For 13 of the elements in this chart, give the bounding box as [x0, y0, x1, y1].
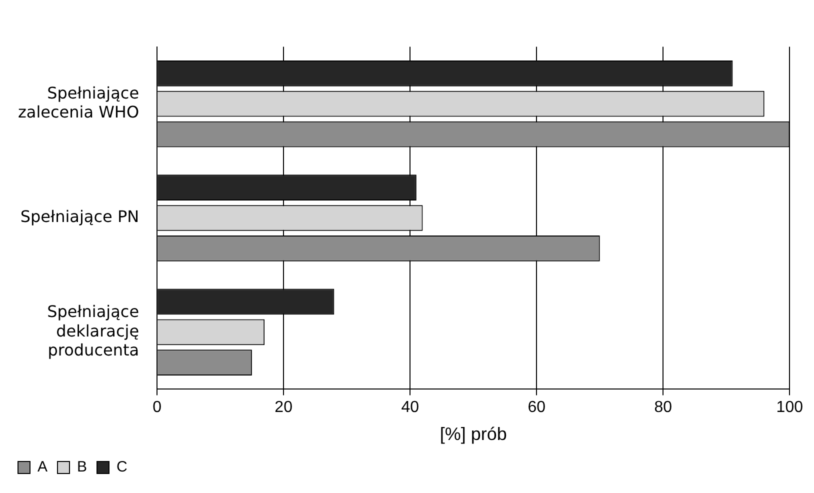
legend-label: B — [77, 458, 88, 476]
y-tick-label: Spełniające deklarację producenta — [47, 302, 140, 360]
x-tick-label: 40 — [401, 399, 420, 416]
x-tick-label: 0 — [152, 399, 162, 416]
legend-label: C — [116, 458, 128, 476]
y-tick-label: Spełniające PN — [20, 207, 140, 226]
x-tick-label: 100 — [776, 399, 804, 416]
x-tick-label: 80 — [654, 399, 672, 416]
x-axis-title: [%] prób — [440, 424, 507, 444]
y-tick-label: Spełniające zalecenia WHO — [18, 83, 140, 122]
legend-label: A — [38, 458, 48, 476]
x-tick-label: 20 — [274, 399, 293, 416]
x-tick-label: 60 — [528, 399, 546, 416]
